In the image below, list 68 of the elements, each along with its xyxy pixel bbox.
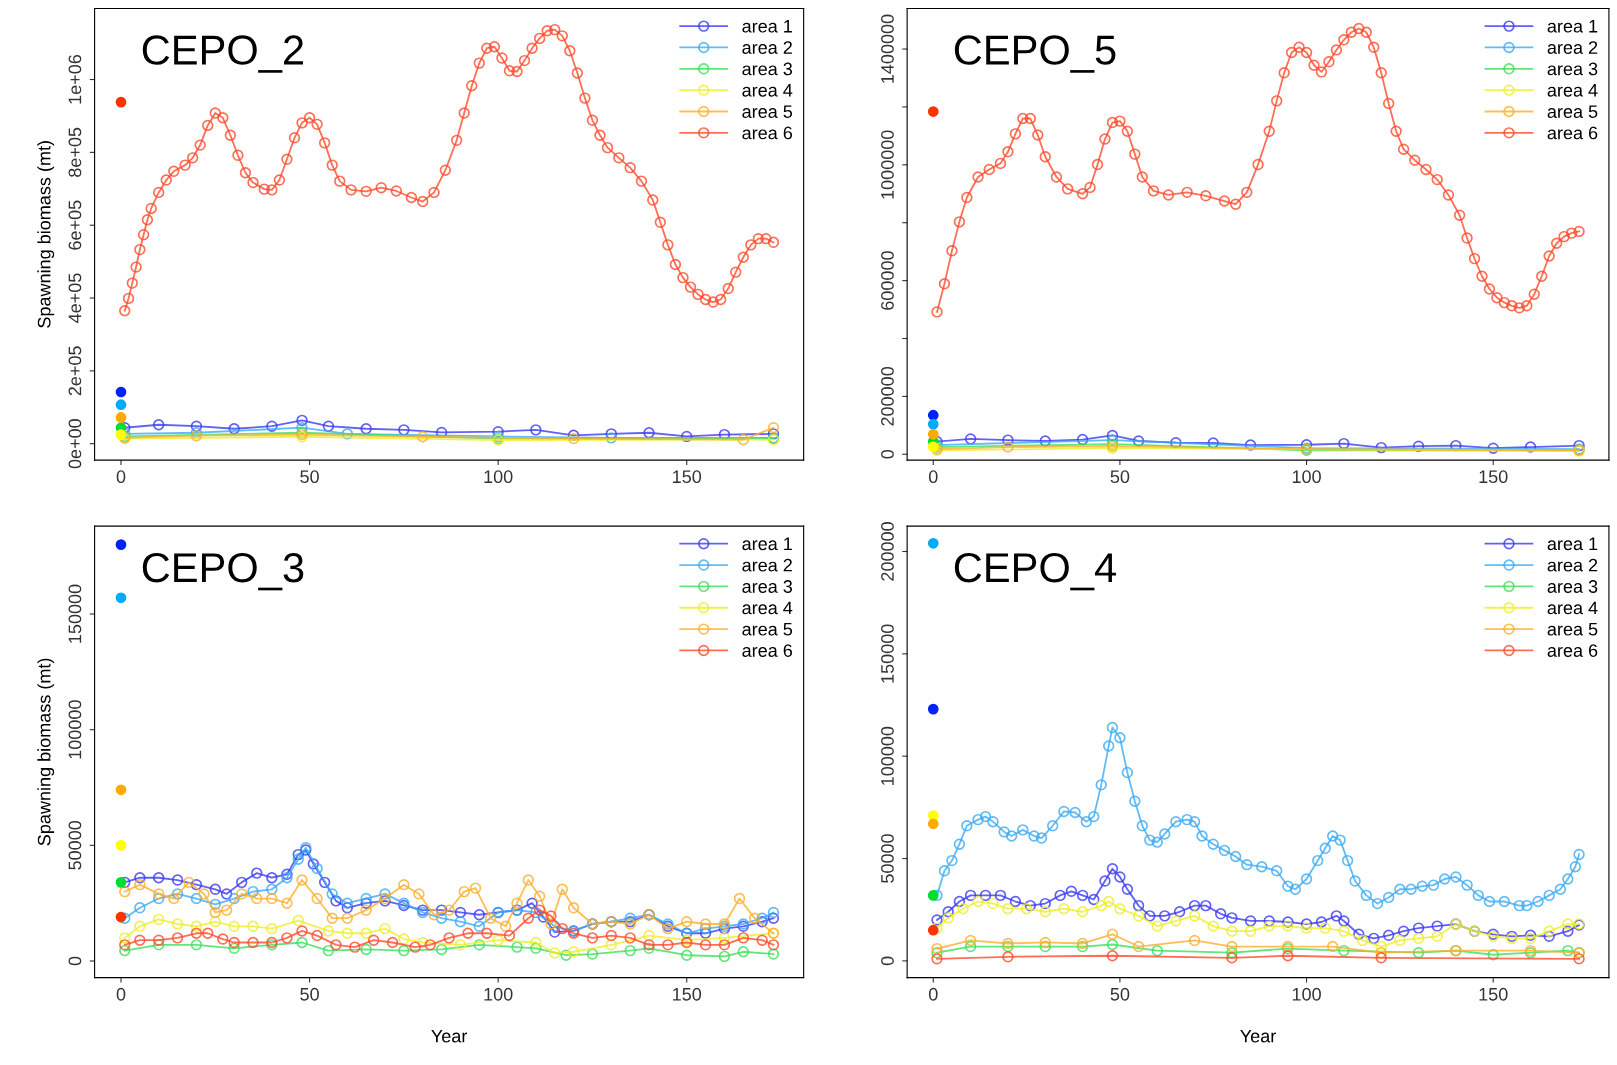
y-tick-label: 200000 — [881, 522, 894, 581]
x-tick-label: 100 — [1292, 987, 1321, 1001]
y-tick-label: 150000 — [68, 584, 82, 643]
legend-label: area 6 — [1547, 126, 1598, 140]
y-tick-label: 0e+00 — [68, 419, 82, 469]
legend-label: area 6 — [742, 126, 793, 140]
y-tick-label: 50000 — [881, 834, 894, 883]
text: CEPO_5 — [954, 35, 1116, 73]
x-axis-title: Year — [431, 1029, 468, 1043]
y-tick-label: 0 — [881, 956, 894, 966]
legend-label: area 6 — [742, 644, 793, 657]
x-tick-label: 100 — [484, 470, 513, 484]
y-tick-label: 600000 — [881, 251, 894, 310]
x-tick-label: 150 — [1479, 470, 1508, 484]
x-tick-label: 0 — [928, 470, 938, 484]
x-tick-label: 50 — [300, 470, 319, 484]
y-tick-label: 2e+05 — [68, 346, 82, 396]
x-tick-label: 150 — [673, 987, 702, 1001]
legend-label: area 5 — [742, 105, 793, 118]
x-tick-label: 0 — [116, 470, 126, 484]
legend-label: area 2 — [1547, 41, 1598, 54]
legend-label: area 4 — [1547, 601, 1598, 615]
y-tick-label: 1e+06 — [68, 54, 82, 104]
text: CEPO_3 — [142, 552, 304, 591]
legend-label: area 5 — [1547, 105, 1598, 118]
legend-label: area 2 — [1547, 558, 1598, 572]
y-tick-label: 1400000 — [881, 14, 894, 83]
y-tick-label: 1000000 — [881, 130, 894, 199]
x-tick-label: 0 — [116, 987, 126, 1001]
text: CEPO_2 — [142, 35, 304, 73]
legend-label: area 6 — [1547, 644, 1598, 657]
text: CEPO_4 — [954, 552, 1116, 591]
x-tick-label: 100 — [484, 987, 513, 1001]
legend-label: area 3 — [742, 580, 793, 593]
y-tick-label: 50000 — [68, 820, 82, 870]
legend-label: area 1 — [1547, 537, 1598, 551]
x-tick-label: 50 — [1110, 987, 1130, 1001]
legend-label: area 3 — [1547, 580, 1598, 593]
legend-label: area 2 — [742, 41, 792, 54]
legend-label: area 3 — [1547, 62, 1598, 76]
y-axis-title: Spawning biomass (mt) — [37, 141, 55, 328]
legend-label: area 4 — [742, 84, 793, 97]
legend-label: area 3 — [742, 62, 793, 76]
y-tick-label: 6e+05 — [68, 200, 82, 250]
y-tick-label: 100000 — [68, 700, 82, 759]
y-tick-label: 100000 — [881, 726, 894, 785]
y-tick-label: 4e+05 — [68, 273, 82, 323]
y-tick-label: 0 — [881, 449, 894, 459]
x-tick-label: 150 — [1479, 987, 1508, 1001]
legend-label: area 5 — [1547, 622, 1598, 636]
y-tick-label: 200000 — [881, 366, 894, 426]
y-axis-title: Spawning biomass (mt) — [37, 658, 55, 846]
legend-label: area 1 — [742, 20, 792, 33]
y-tick-label: 8e+05 — [68, 127, 82, 177]
legend-label: area 2 — [742, 558, 792, 572]
legend-label: area 4 — [742, 601, 793, 615]
y-tick-label: 0 — [68, 956, 82, 966]
x-tick-label: 100 — [1292, 470, 1321, 484]
legend-label: area 1 — [742, 537, 792, 551]
x-tick-label: 50 — [1110, 470, 1130, 484]
x-tick-label: 0 — [928, 987, 938, 1001]
x-tick-label: 150 — [673, 470, 702, 484]
legend-label: area 1 — [1547, 20, 1598, 33]
x-axis-title: Year — [1240, 1029, 1276, 1043]
legend-label: area 5 — [742, 622, 793, 636]
legend-label: area 4 — [1547, 84, 1598, 97]
x-tick-label: 50 — [300, 987, 319, 1001]
y-tick-label: 150000 — [881, 624, 894, 683]
